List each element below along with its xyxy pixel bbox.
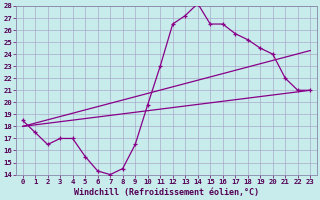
X-axis label: Windchill (Refroidissement éolien,°C): Windchill (Refroidissement éolien,°C) (74, 188, 259, 197)
